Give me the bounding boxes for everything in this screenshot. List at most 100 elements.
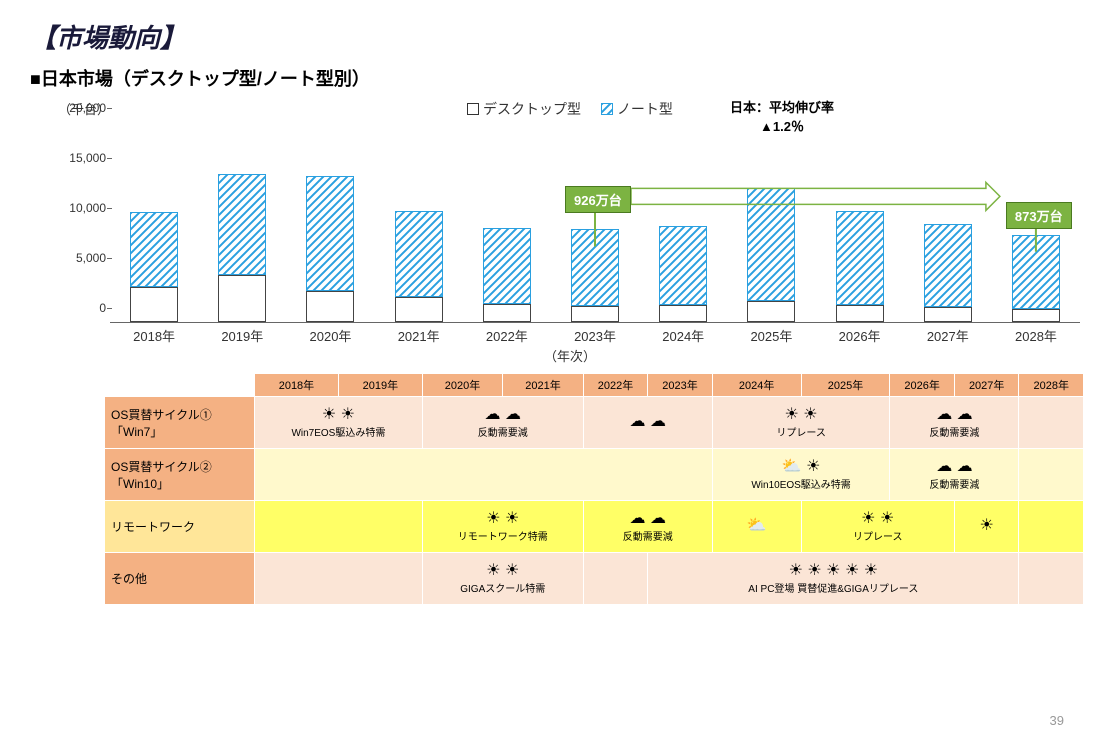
- cell-sublabel: 反動需要減: [584, 528, 712, 543]
- table-col-header: 2019年: [338, 374, 422, 397]
- x-label: 2018年: [110, 323, 198, 345]
- bar-slot: [904, 224, 992, 322]
- bar-seg-notebook: [483, 228, 531, 304]
- table-cell: [255, 553, 423, 605]
- bar-slot: [375, 211, 463, 322]
- bar-slot: [463, 228, 551, 322]
- bar-seg-desktop: [571, 306, 619, 322]
- bar-seg-desktop: [218, 275, 266, 322]
- cell-sublabel: GIGAスクール特需: [423, 580, 583, 595]
- legend-label-desktop: デスクトップ型: [483, 99, 581, 119]
- weather-icon: ☀ ☀: [713, 407, 890, 423]
- bar: [571, 229, 619, 322]
- y-ticks: 05,00010,00015,00020,000: [54, 123, 106, 322]
- bar-seg-notebook: [130, 212, 178, 287]
- legend: デスクトップ型 ノート型: [60, 99, 1080, 119]
- table-col-header: 2027年: [954, 374, 1019, 397]
- row-label: その他: [105, 553, 255, 605]
- subtitle: ■日本市場（デスクトップ型/ノート型別）: [30, 65, 1070, 91]
- weather-icon: ☁ ☁: [890, 459, 1018, 475]
- bar: [483, 228, 531, 322]
- table-col-header: 2024年: [712, 374, 801, 397]
- weather-icon: ☀ ☀: [423, 511, 583, 527]
- page-number: 39: [1050, 713, 1064, 728]
- table-col-header: 2018年: [255, 374, 339, 397]
- y-tick: 5,000: [54, 251, 106, 265]
- bar-seg-desktop: [306, 291, 354, 322]
- bar-seg-desktop: [659, 305, 707, 322]
- cell-sublabel: リモートワーク特需: [423, 528, 583, 543]
- bar-seg-notebook: [924, 224, 972, 307]
- weather-icon: ☁ ☁: [890, 407, 1018, 423]
- bar: [747, 188, 795, 322]
- bar: [306, 176, 354, 322]
- weather-icon: ☀ ☀: [802, 511, 954, 527]
- x-label: 2020年: [286, 323, 374, 345]
- bar: [924, 224, 972, 322]
- bar-seg-desktop: [747, 301, 795, 322]
- bar-seg-desktop: [130, 287, 178, 322]
- table-cell: ☀ ☀リモートワーク特需: [422, 501, 583, 553]
- table-col-header: 2022年: [583, 374, 648, 397]
- cell-sublabel: 反動需要減: [423, 424, 583, 439]
- legend-swatch-notebook: [601, 103, 613, 115]
- bar-slot: [286, 176, 374, 322]
- y-tick: 10,000: [54, 201, 106, 215]
- bar: [218, 174, 266, 322]
- section-title: 【市場動向】: [30, 18, 1070, 55]
- x-label: 2028年: [992, 323, 1080, 345]
- bar-seg-desktop: [924, 307, 972, 322]
- table-col-header: 2026年: [890, 374, 955, 397]
- weather-icon: ☁ ☁: [584, 511, 712, 527]
- callout-926: 926万台: [565, 186, 631, 213]
- bar-slot: [992, 235, 1080, 322]
- weather-icon: ☀: [955, 518, 1019, 534]
- weather-icon: ☁ ☁: [584, 414, 712, 430]
- table-cell: ⛅: [712, 501, 801, 553]
- weather-icon: ⛅: [713, 518, 801, 534]
- bar-seg-notebook: [306, 176, 354, 291]
- table-row: リモートワーク☀ ☀リモートワーク特需☁ ☁反動需要減⛅☀ ☀リプレース☀: [105, 501, 1084, 553]
- y-tick: 0: [54, 301, 106, 315]
- row-label: OS買替サイクル②「Win10」: [105, 449, 255, 501]
- x-label: 2025年: [727, 323, 815, 345]
- bar-seg-notebook: [747, 188, 795, 301]
- bar: [836, 211, 884, 322]
- bar-seg-desktop: [836, 305, 884, 322]
- table-col-header: 2021年: [503, 374, 583, 397]
- table-cell: ☁ ☁: [583, 397, 712, 449]
- cell-sublabel: Win7EOS駆込み特需: [255, 424, 422, 439]
- bar-slot: [198, 174, 286, 322]
- bar-slot: [727, 188, 815, 322]
- y-tick: 20,000: [54, 101, 106, 115]
- table-cell: ☁ ☁反動需要減: [422, 397, 583, 449]
- cell-sublabel: 反動需要減: [890, 424, 1018, 439]
- bar-slot: [639, 226, 727, 322]
- table-cell: ⛅ ☀Win10EOS駆込み特需: [712, 449, 890, 501]
- table-col-header: 2025年: [801, 374, 890, 397]
- bar: [395, 211, 443, 322]
- x-label: 2024年: [639, 323, 727, 345]
- table-row: OS買替サイクル①「Win7」☀ ☀Win7EOS駆込み特需☁ ☁反動需要減☁ …: [105, 397, 1084, 449]
- table-cell: ☀ ☀リプレース: [801, 501, 954, 553]
- bar-seg-notebook: [571, 229, 619, 306]
- table-cell: [1019, 553, 1084, 605]
- cycle-table: 2018年2019年2020年2021年2022年2023年2024年2025年…: [104, 373, 1084, 605]
- x-axis-title: （年次）: [60, 346, 1080, 365]
- table-cell: [583, 553, 648, 605]
- bar-slot: [816, 211, 904, 322]
- bar-seg-notebook: [836, 211, 884, 305]
- table-cell: [255, 501, 423, 553]
- bar: [659, 226, 707, 322]
- bar-slot: [551, 229, 639, 322]
- table-col-header: 2028年: [1019, 374, 1084, 397]
- x-label: 2019年: [198, 323, 286, 345]
- table-col-header: 2020年: [422, 374, 502, 397]
- cell-sublabel: リプレース: [802, 528, 954, 543]
- weather-icon: ☀ ☀: [423, 563, 583, 579]
- bar: [130, 212, 178, 322]
- table-cell: ☁ ☁反動需要減: [890, 449, 1019, 501]
- weather-icon: ☀ ☀: [255, 407, 422, 423]
- table-cell: ☁ ☁反動需要減: [583, 501, 712, 553]
- x-label: 2022年: [463, 323, 551, 345]
